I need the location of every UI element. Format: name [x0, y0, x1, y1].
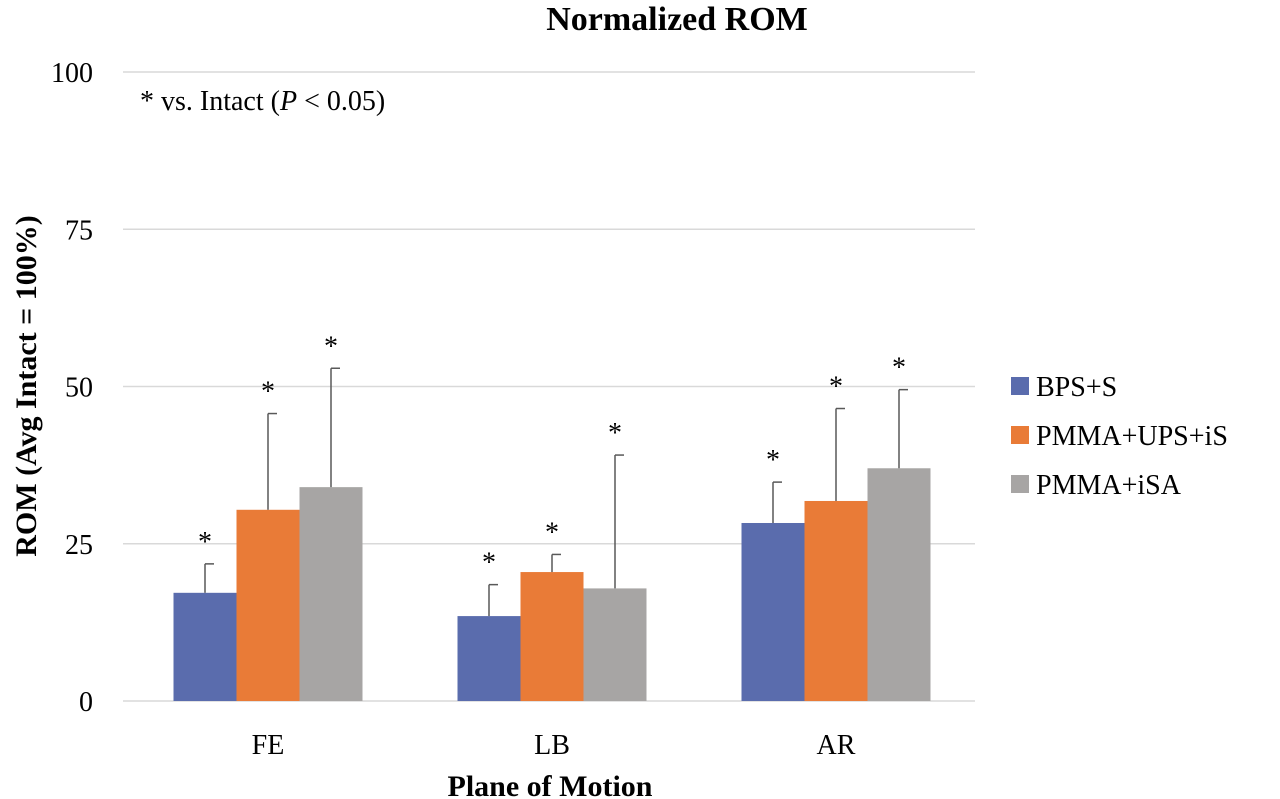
legend: BPS+S PMMA+UPS+iS PMMA+iSA — [1011, 372, 1228, 501]
bars — [173, 468, 931, 701]
y-tick-label: 100 — [51, 58, 93, 89]
bar-ar-1 — [804, 500, 868, 701]
legend-swatch — [1011, 377, 1029, 395]
bar-fe-0 — [173, 592, 237, 701]
legend-label: BPS+S — [1036, 372, 1117, 403]
x-category-label: AR — [817, 730, 856, 761]
significance-markers: * * * * * * * * * — [198, 331, 906, 578]
legend-label: PMMA+iSA — [1036, 470, 1182, 501]
significance-marker: * — [545, 517, 559, 548]
significance-marker: * — [261, 377, 275, 408]
significance-marker: * — [892, 353, 906, 384]
chart-title: Normalized ROM — [546, 1, 808, 38]
significance-marker: * — [482, 548, 496, 579]
y-axis-title: ROM (Avg Intact = 100%) — [10, 215, 43, 556]
legend-swatch — [1011, 475, 1029, 493]
y-tick-label: 50 — [65, 373, 93, 404]
significance-note: * vs. Intact (P < 0.05) — [140, 86, 385, 117]
x-category-label: LB — [534, 730, 570, 761]
error-bars — [204, 367, 908, 617]
y-axis-ticks: 0 25 50 75 100 — [51, 58, 93, 718]
significance-marker: * — [766, 445, 780, 476]
x-axis-categories: FE LB AR — [252, 730, 856, 761]
bar-fe-2 — [299, 487, 363, 701]
significance-marker: * — [829, 372, 843, 403]
x-category-label: FE — [252, 730, 285, 761]
bar-lb-0 — [457, 616, 521, 701]
significance-marker: * — [198, 527, 212, 558]
legend-swatch — [1011, 426, 1029, 444]
bar-lb-2 — [583, 588, 647, 701]
bar-ar-2 — [867, 468, 931, 701]
y-tick-label: 0 — [79, 687, 93, 718]
bar-ar-0 — [741, 522, 805, 701]
y-tick-label: 75 — [65, 215, 93, 246]
legend-label: PMMA+UPS+iS — [1036, 421, 1228, 452]
significance-marker: * — [324, 331, 338, 362]
bar-lb-1 — [520, 572, 584, 701]
x-axis-title: Plane of Motion — [448, 770, 653, 799]
significance-marker: * — [608, 418, 622, 449]
y-tick-label: 25 — [65, 530, 93, 561]
bar-fe-1 — [236, 509, 300, 701]
